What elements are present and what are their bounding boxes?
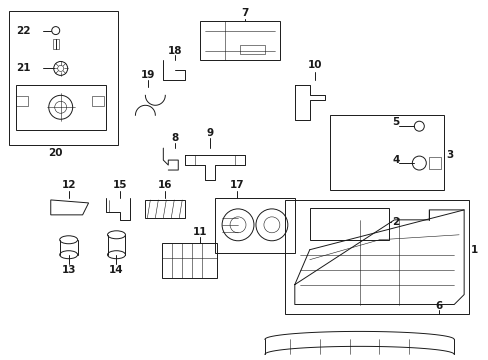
Bar	[9, 11, 118, 145]
Text: 2: 2	[392, 217, 399, 227]
Bar	[309, 208, 388, 240]
Text: 13: 13	[61, 265, 76, 275]
Bar	[329, 115, 443, 190]
Bar	[16, 96, 28, 106]
Text: 5: 5	[391, 117, 399, 127]
Text: 15: 15	[113, 180, 127, 190]
Bar	[162, 243, 217, 278]
Text: 16: 16	[158, 180, 172, 190]
Text: 7: 7	[241, 8, 248, 18]
Text: 9: 9	[206, 128, 213, 138]
Text: 4: 4	[391, 155, 399, 165]
Bar	[285, 200, 468, 315]
Text: 12: 12	[61, 180, 76, 190]
Text: 17: 17	[229, 180, 244, 190]
Text: 19: 19	[141, 71, 155, 80]
Text: 3: 3	[446, 150, 452, 160]
Text: 10: 10	[307, 60, 321, 71]
Bar	[215, 198, 294, 253]
Text: 22: 22	[16, 26, 30, 36]
Text: 11: 11	[193, 227, 207, 237]
Bar	[200, 21, 279, 60]
Text: 1: 1	[470, 245, 477, 255]
Text: 6: 6	[435, 301, 442, 311]
Bar	[240, 45, 264, 54]
Bar	[16, 85, 105, 130]
Text: 8: 8	[171, 133, 179, 143]
Bar	[428, 157, 440, 169]
Bar	[91, 96, 103, 106]
Text: 18: 18	[168, 45, 182, 55]
Text: 21: 21	[16, 63, 30, 73]
Bar	[53, 39, 59, 49]
Text: 14: 14	[109, 265, 123, 275]
Text: 20: 20	[48, 148, 63, 158]
